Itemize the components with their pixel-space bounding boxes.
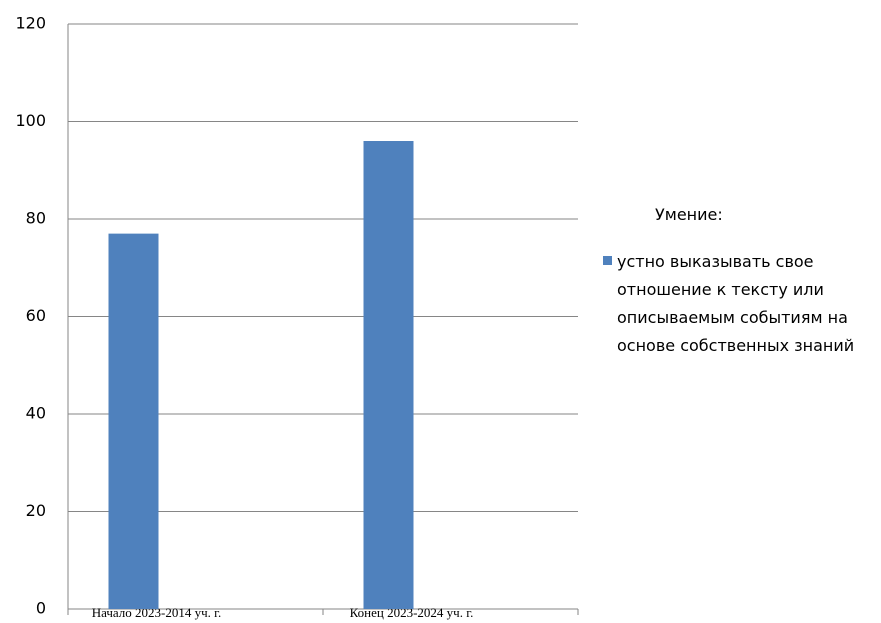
bar [363,141,414,609]
legend-title: Умение: [655,205,723,224]
y-tick-label: 60 [26,306,46,325]
y-tick-label: 80 [26,209,46,228]
legend-label: устно выказывать свое отношение к тексту… [617,252,855,355]
y-tick-label: 40 [26,404,46,423]
y-tick-label: 100 [15,111,46,130]
bar [108,233,159,609]
y-tick-label: 120 [15,14,46,33]
legend-swatch [603,256,612,265]
y-tick-label: 20 [26,501,46,520]
y-tick-label: 0 [36,599,46,618]
